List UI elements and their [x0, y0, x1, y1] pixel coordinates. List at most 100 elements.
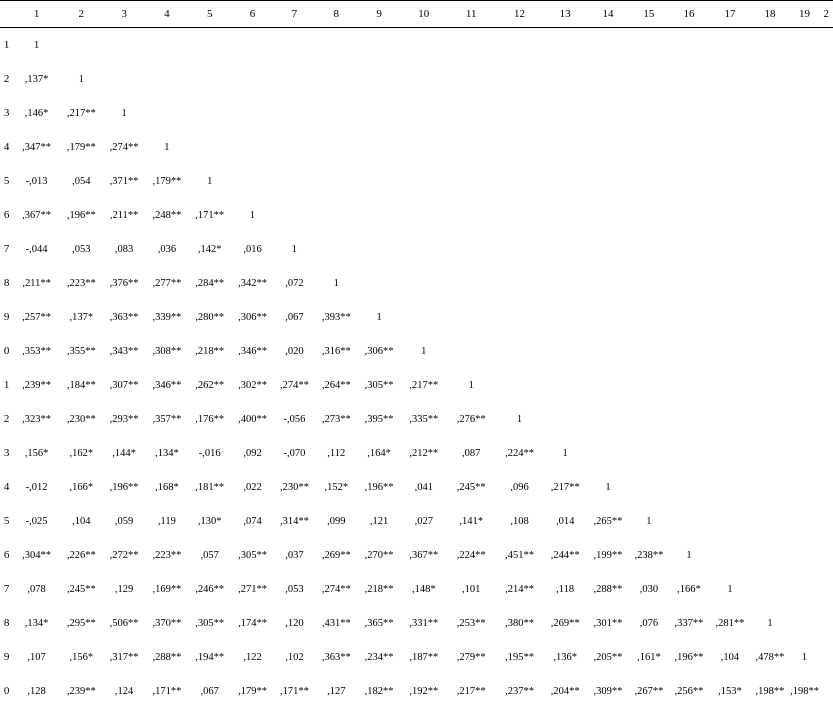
cell — [790, 334, 820, 368]
row-label: 9 — [0, 300, 13, 334]
cell — [790, 96, 820, 130]
cell — [629, 164, 668, 198]
cell: ,244** — [544, 538, 587, 572]
cell — [188, 62, 231, 96]
cell: ,211** — [13, 266, 60, 300]
cell — [790, 572, 820, 606]
cell — [709, 504, 750, 538]
table-row: 9,257**,137*,363**,339**,280**,306**,067… — [0, 300, 833, 334]
cell: ,347** — [13, 130, 60, 164]
cell: ,217** — [60, 96, 103, 130]
cell — [668, 198, 709, 232]
cell: ,245** — [447, 470, 495, 504]
cell — [587, 266, 630, 300]
row-label: 2 — [0, 62, 13, 96]
cell — [668, 334, 709, 368]
cell: -,013 — [13, 164, 60, 198]
row-label: 6 — [0, 198, 13, 232]
cell — [358, 130, 401, 164]
cell: ,353** — [13, 334, 60, 368]
cell: ,245** — [60, 572, 103, 606]
cell — [709, 164, 750, 198]
cell: 1 — [315, 266, 358, 300]
row-label: 8 — [0, 266, 13, 300]
cell: ,284** — [188, 266, 231, 300]
cell — [447, 334, 495, 368]
cell — [668, 130, 709, 164]
cell: ,305** — [188, 606, 231, 640]
cell — [495, 266, 543, 300]
table-row: 0,128,239**,124,171**,067,179**,171**,12… — [0, 674, 833, 708]
cell: ,211** — [103, 198, 146, 232]
col-header-11: 11 — [447, 1, 495, 28]
cell: ,136* — [544, 640, 587, 674]
cell — [790, 504, 820, 538]
cell — [709, 62, 750, 96]
cell — [750, 96, 789, 130]
cell — [819, 96, 833, 130]
cell: ,169** — [145, 572, 188, 606]
cell — [750, 470, 789, 504]
cell — [544, 300, 587, 334]
cell: ,179** — [231, 674, 274, 708]
cell — [447, 130, 495, 164]
cell: ,363** — [315, 640, 358, 674]
col-header-13: 13 — [544, 1, 587, 28]
col-header-2: 2 — [60, 1, 103, 28]
cell: -,044 — [13, 232, 60, 266]
cell: ,269** — [315, 538, 358, 572]
row-label: 9 — [0, 640, 13, 674]
cell — [750, 130, 789, 164]
cell: ,196** — [358, 470, 401, 504]
cell — [819, 198, 833, 232]
cell: 1 — [145, 130, 188, 164]
cell: ,214** — [495, 572, 543, 606]
cell — [587, 198, 630, 232]
cell — [315, 164, 358, 198]
cell: 1 — [231, 198, 274, 232]
cell: ,331** — [401, 606, 448, 640]
cell: ,262** — [188, 368, 231, 402]
cell — [668, 164, 709, 198]
cell: ,171** — [188, 198, 231, 232]
cell: ,451** — [495, 538, 543, 572]
cell: 1 — [544, 436, 587, 470]
cell: 1 — [60, 62, 103, 96]
cell — [668, 402, 709, 436]
cell — [819, 504, 833, 538]
table-row: 11 — [0, 28, 833, 63]
cell — [709, 28, 750, 63]
cell — [629, 470, 668, 504]
cell: ,067 — [274, 300, 315, 334]
cell: ,308** — [145, 334, 188, 368]
cell: ,156* — [13, 436, 60, 470]
cell: ,363** — [103, 300, 146, 334]
cell — [629, 130, 668, 164]
cell — [750, 436, 789, 470]
cell: ,156* — [60, 640, 103, 674]
cell — [145, 62, 188, 96]
cell: ,020 — [274, 334, 315, 368]
cell — [447, 28, 495, 63]
cell — [358, 62, 401, 96]
cell — [819, 470, 833, 504]
cell: ,370** — [145, 606, 188, 640]
correlation-matrix-table: 1 2 3 4 5 6 7 8 9 10 11 12 13 14 15 16 1… — [0, 0, 833, 708]
cell: ,264** — [315, 368, 358, 402]
cell — [401, 96, 448, 130]
cell — [274, 198, 315, 232]
table-row: 7,078,245**,129,169**,246**,271**,053,27… — [0, 572, 833, 606]
cell: ,257** — [13, 300, 60, 334]
cell — [709, 470, 750, 504]
cell: ,096 — [495, 470, 543, 504]
row-label: 4 — [0, 130, 13, 164]
cell: ,288** — [587, 572, 630, 606]
cell — [819, 640, 833, 674]
cell: ,431** — [315, 606, 358, 640]
cell: ,037 — [274, 538, 315, 572]
cell: ,041 — [401, 470, 448, 504]
cell: ,072 — [274, 266, 315, 300]
cell — [315, 130, 358, 164]
cell — [315, 198, 358, 232]
cell: ,101 — [447, 572, 495, 606]
